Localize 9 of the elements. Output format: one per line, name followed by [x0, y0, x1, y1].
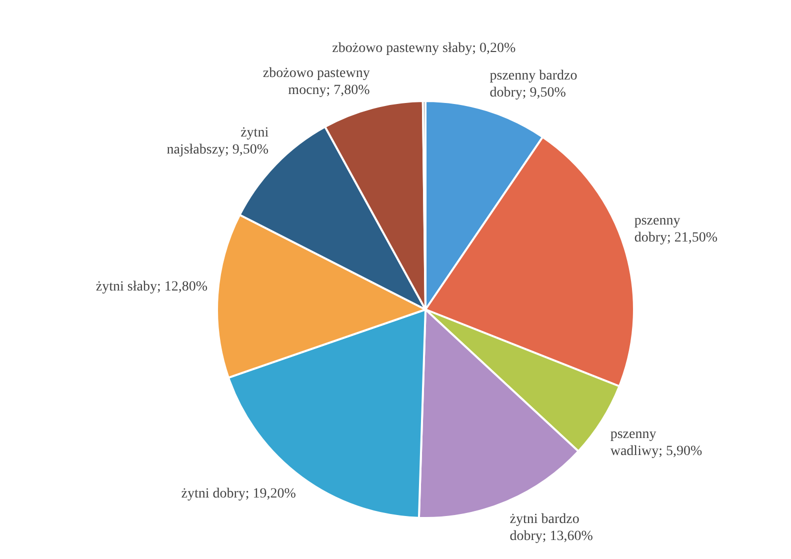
slice-label: pszenny dobry; 21,50%	[634, 213, 718, 246]
slice-label: zbożowo pastewny mocny; 7,80%	[262, 66, 370, 98]
slice-label: żytni dobry; 19,20%	[181, 486, 296, 502]
slice-label: żytni bardzo dobry; 13,60%	[510, 512, 594, 544]
slice-label: zbożowo pastewny słaby; 0,20%	[332, 41, 516, 56]
slice-label: żytni najsłabszy; 9,50%	[166, 125, 269, 158]
slice-label: pszenny wadliwy; 5,90%	[610, 427, 702, 459]
slice-label: żytni słaby; 12,80%	[96, 279, 208, 294]
slice-label: pszenny bardzo dobry; 9,50%	[490, 68, 578, 101]
